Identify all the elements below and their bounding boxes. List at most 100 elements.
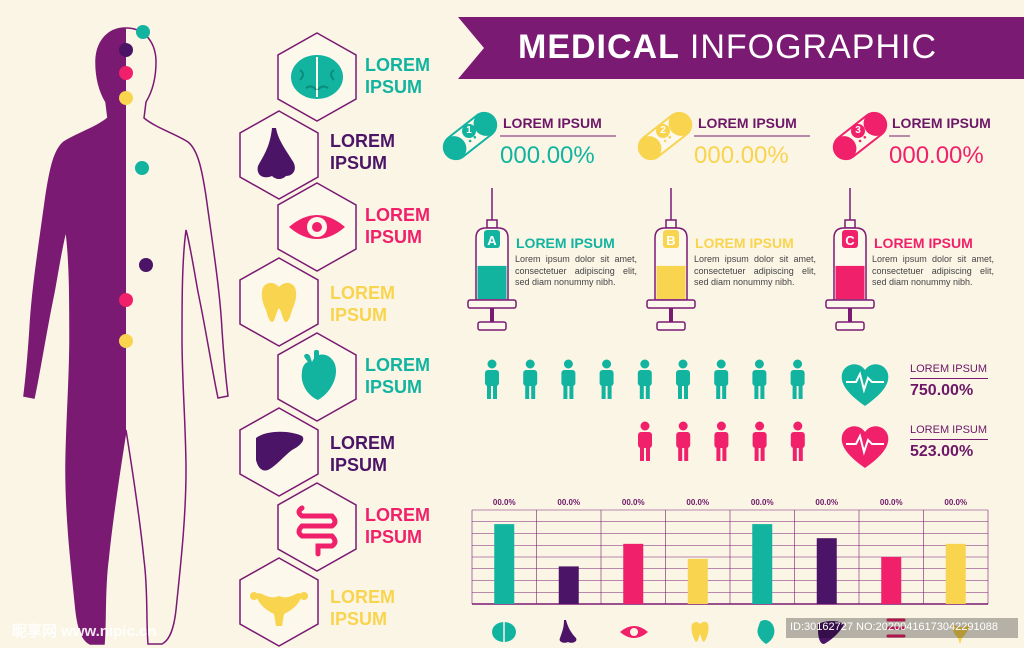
bandage-number-1: 1 — [462, 124, 476, 138]
bandage-icon-1 — [442, 111, 498, 161]
tooth-icon — [261, 282, 297, 322]
bandage-number-2: 2 — [656, 124, 670, 138]
nose-icon — [257, 128, 295, 179]
heartbeat-icons — [841, 364, 889, 468]
bar-brain — [494, 524, 515, 604]
person-icon — [599, 359, 614, 399]
bar-liver — [816, 538, 837, 604]
person-icon — [714, 421, 729, 461]
person-icon — [523, 359, 538, 399]
stat-value-3: 000.00% — [889, 142, 984, 169]
syringe-letter-C: C — [845, 233, 855, 248]
heart-organ-icon — [757, 620, 775, 644]
organ-label-tooth: LOREM IPSUM — [330, 283, 395, 325]
people-pictogram — [485, 359, 805, 461]
heart-value-2: 523.00% — [910, 443, 974, 460]
person-icon — [485, 359, 499, 399]
stat-label-1: LOREM IPSUM — [503, 115, 602, 131]
uterus-icon — [250, 592, 308, 626]
bar-value-label: 00.0% — [686, 498, 710, 507]
syringe-icons — [467, 188, 875, 331]
organ-label-heart: LOREM IPSUM — [365, 355, 430, 397]
person-icon — [790, 359, 805, 399]
person-icon — [676, 421, 691, 461]
person-icon — [752, 421, 767, 461]
heart-value-1: 750.00% — [910, 382, 974, 399]
eye-icon — [620, 626, 648, 638]
organ-hexagons — [239, 32, 357, 647]
syringe-fill — [477, 265, 507, 299]
watermark-bar — [786, 618, 1018, 638]
heart-divider-1 — [910, 378, 988, 379]
person-icon — [561, 359, 576, 399]
watermark-left: 昵享网 www.nipic.cn — [12, 623, 157, 640]
organ-label-nose: LOREM IPSUM — [330, 131, 395, 173]
syringe-text-A: Lorem ipsum dolor sit amet, consectetuer… — [515, 254, 637, 287]
title-bold: MEDICAL — [518, 28, 680, 66]
person-icon — [714, 359, 729, 399]
human-body-figure — [23, 25, 229, 645]
person-icon — [676, 359, 690, 399]
syringe-title-B: LOREM IPSUM — [695, 235, 794, 251]
syringe-letter-B: B — [666, 233, 676, 248]
bar-chart — [471, 509, 989, 605]
brain-icon — [291, 55, 343, 99]
bar-value-label: 00.0% — [557, 498, 581, 507]
bandage-icons — [442, 111, 910, 161]
bar-eye — [623, 543, 644, 604]
tooth-icon — [691, 621, 709, 642]
syringe-text-C: Lorem ipsum dolor sit amet, consectetuer… — [872, 254, 994, 287]
header-banner — [458, 17, 1024, 79]
bar-heart — [752, 524, 773, 604]
organ-label-intestine: LOREM IPSUM — [365, 505, 430, 547]
organ-label-uterus: LOREM IPSUM — [330, 587, 395, 629]
heart-divider-2 — [910, 439, 988, 440]
heartbeat-icon-2 — [841, 426, 889, 468]
syringe-C — [825, 188, 875, 331]
person-icon — [752, 359, 767, 399]
bar-value-label: 00.0% — [944, 498, 968, 507]
bar-value-label: 00.0% — [621, 498, 645, 507]
uterus-icon — [952, 624, 970, 644]
liver-icon — [818, 621, 844, 644]
syringe-A — [467, 188, 517, 331]
watermark-right: ID:30162727 NO:20200416173042291088 — [790, 621, 998, 633]
bar-intestine — [881, 557, 902, 604]
organ-label-eye: LOREM IPSUM — [365, 205, 430, 247]
organ-label-brain: LOREM IPSUM — [365, 55, 430, 97]
stat-label-2: LOREM IPSUM — [698, 115, 797, 131]
bar-value-label: 00.0% — [750, 498, 774, 507]
chart-category-icons — [492, 618, 970, 644]
heart-label-1: LOREM IPSUM — [910, 363, 988, 375]
organ-label-liver: LOREM IPSUM — [330, 433, 395, 475]
heartbeat-icon-1 — [841, 364, 889, 406]
bar-value-label: 00.0% — [815, 498, 839, 507]
syringe-B — [646, 188, 696, 331]
stat-value-2: 000.00% — [694, 142, 789, 169]
syringe-letter-A: A — [487, 233, 497, 248]
syringe-fill — [835, 265, 865, 299]
syringe-title-A: LOREM IPSUM — [516, 235, 615, 251]
syringe-fill — [656, 265, 686, 299]
stat-value-1: 000.00% — [500, 142, 595, 169]
page-title: MEDICAL INFOGRAPHIC — [518, 28, 937, 67]
bar-nose — [558, 566, 579, 604]
bar-tooth — [687, 558, 708, 604]
intestine-icon — [296, 505, 338, 557]
bar-value-label: 00.0% — [879, 498, 903, 507]
person-icon — [637, 359, 652, 399]
person-icon — [790, 421, 805, 461]
brain-icon — [492, 622, 516, 642]
title-light: INFOGRAPHIC — [689, 28, 938, 66]
intestine-icon — [886, 618, 906, 638]
bar-value-label: 00.0% — [492, 498, 516, 507]
bar-uterus — [945, 543, 966, 604]
syringe-title-C: LOREM IPSUM — [874, 235, 973, 251]
syringe-text-B: Lorem ipsum dolor sit amet, consectetuer… — [694, 254, 816, 287]
bandage-number-3: 3 — [851, 124, 865, 138]
stat-label-3: LOREM IPSUM — [892, 115, 991, 131]
heart-label-2: LOREM IPSUM — [910, 424, 988, 436]
eye-icon — [289, 215, 345, 239]
person-icon — [638, 421, 652, 461]
nose-icon — [559, 620, 577, 643]
